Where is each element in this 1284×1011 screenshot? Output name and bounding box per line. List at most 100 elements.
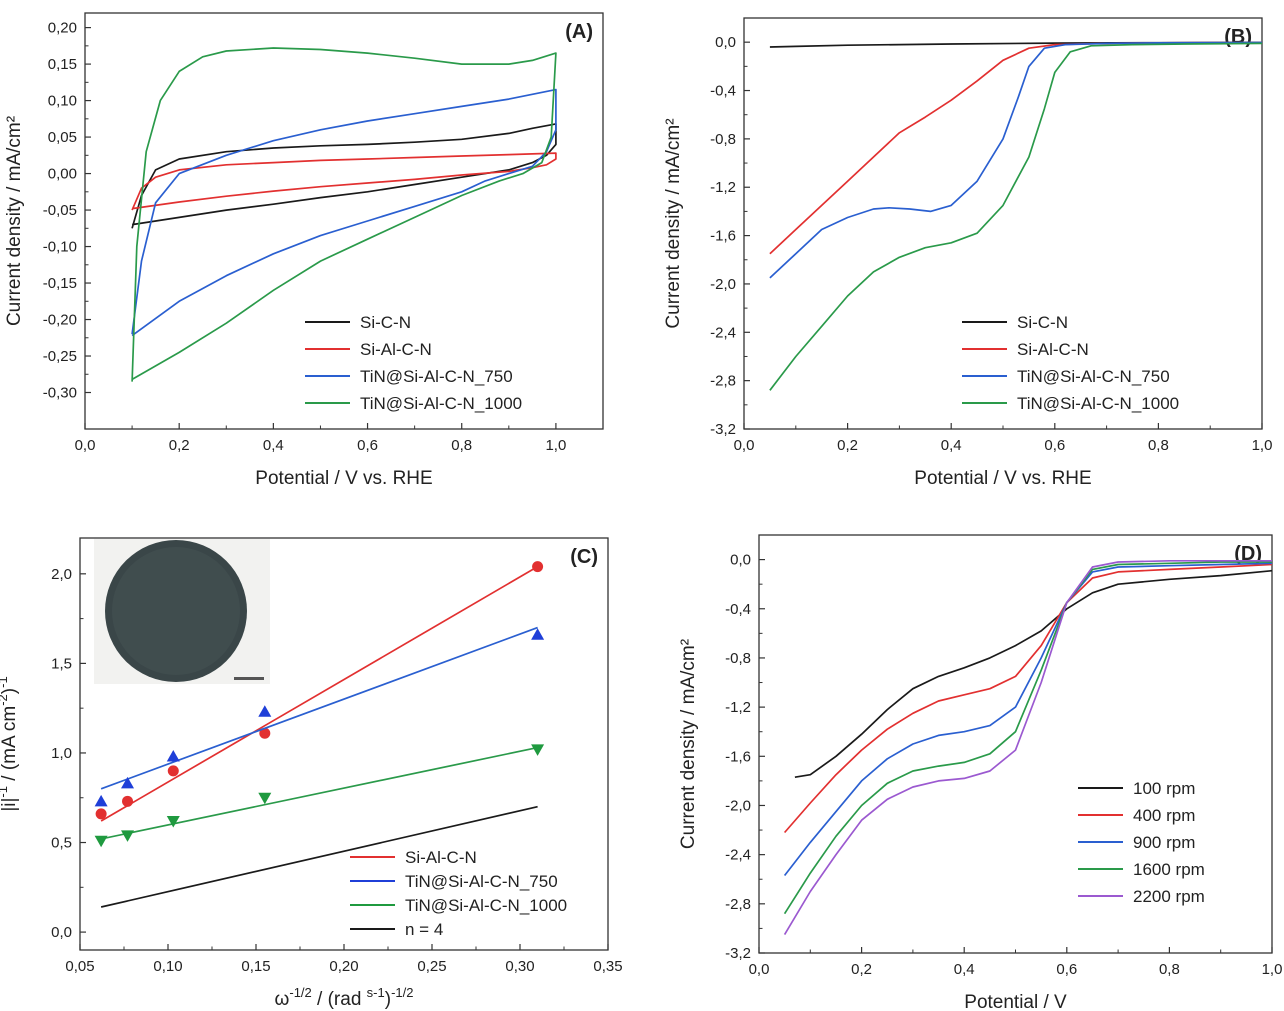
x-tick-label: 0,15	[241, 958, 270, 975]
legend-label: Si-Al-C-N	[1017, 340, 1089, 359]
series-tin-si-al-c-n-750: TiN@Si-Al-C-N_750	[769, 41, 1263, 386]
y-tick-label: 0,00	[48, 166, 77, 183]
y-tick-label: -0,4	[725, 601, 751, 618]
data-point	[531, 744, 545, 756]
x-tick-label: 1,0	[545, 437, 566, 454]
y-tick-label: -3,2	[710, 421, 736, 438]
plot-frame	[743, 17, 1263, 430]
series-line	[131, 123, 557, 229]
data-point	[95, 808, 107, 820]
legend-label: TiN@Si-Al-C-N_750	[405, 872, 558, 891]
y-axis-label: Current density / mA/cm²	[4, 116, 25, 326]
data-point	[532, 561, 544, 573]
inset-sample-disc-texture	[112, 547, 240, 675]
series-1600-rpm: 1600 rpm	[783, 561, 1272, 915]
y-tick-label: -0,05	[43, 202, 77, 219]
panel-label: (A)	[565, 21, 593, 43]
x-tick-label: 0,8	[451, 437, 472, 454]
legend-label: TiN@Si-Al-C-N_1000	[1017, 394, 1179, 413]
x-tick-label: 0,4	[954, 961, 975, 978]
y-tick-label: -2,4	[710, 324, 736, 341]
series-n-4: n = 4	[100, 805, 538, 939]
y-tick-label: -0,10	[43, 239, 77, 256]
y-tick-label: -1,6	[725, 748, 751, 765]
x-tick-label: 0,6	[1044, 437, 1065, 454]
data-point	[121, 776, 135, 789]
legend-label: Si-Al-C-N	[360, 340, 432, 359]
x-tick-label: 0,4	[941, 437, 962, 454]
legend-label: Si-C-N	[360, 313, 411, 332]
inset-scale-bar	[234, 677, 264, 680]
x-tick-label: 0,0	[734, 437, 755, 454]
y-tick-label: -0,15	[43, 275, 77, 292]
x-axis-label-part: / (rad	[312, 989, 367, 1010]
fit-line	[100, 746, 538, 840]
y-tick-label: -2,8	[725, 896, 751, 913]
legend-label: TiN@Si-Al-C-N_750	[360, 367, 513, 386]
series-tin-si-al-c-n-1000: TiN@Si-Al-C-N_1000	[94, 744, 567, 915]
y-tick-label: 1,5	[51, 655, 72, 672]
x-tick-label: 0,8	[1148, 437, 1169, 454]
y-tick-label: -0,4	[710, 83, 736, 100]
fit-line	[100, 805, 538, 908]
x-tick-label: 0,20	[329, 958, 358, 975]
y-axis-label-part: / (mA cm	[0, 706, 20, 786]
panel-c: 0,05 0,10 0,15 0,20 0,25 0,30 0,35 0,0 0,5 1,0 1,5…	[0, 537, 623, 1010]
legend-label: 400 rpm	[1133, 806, 1195, 825]
y-tick-label: 2,0	[51, 566, 72, 583]
series-line	[131, 152, 557, 211]
y-tick-label: -1,2	[725, 699, 751, 716]
y-tick-label: -2,0	[725, 797, 751, 814]
series-900-rpm: 900 rpm	[783, 562, 1273, 877]
y-axis-label: Current density / mA/cm²	[678, 639, 699, 849]
x-tick-label: 0,25	[417, 958, 446, 975]
y-tick-label: -0,8	[710, 131, 736, 148]
y-axis-label-part: )	[0, 688, 20, 694]
x-tick-label: 0,05	[65, 958, 94, 975]
y-tick-label: -0,20	[43, 312, 77, 329]
x-axis-label: Potential / V	[964, 992, 1067, 1011]
y-axis-label: Current density / mA/cm²	[663, 118, 684, 328]
y-tick-label: -0,25	[43, 348, 77, 365]
panel-d: 0,0 0,2 0,4 0,6 0,8 1,0 -3,2 -2,8 -2,4 -2,0 -1,6 -1…	[678, 534, 1283, 1011]
x-axis-label-superscript: s-1	[367, 985, 385, 1000]
data-point	[531, 628, 545, 640]
data-point	[122, 795, 134, 807]
y-axis-label-superscript: -1	[0, 786, 10, 798]
series-si-al-c-n: Si-Al-C-N	[131, 152, 557, 359]
y-tick-label: -2,4	[725, 847, 751, 864]
series-si-c-n: Si-C-N	[769, 41, 1263, 332]
data-point	[258, 705, 272, 717]
y-axis-label-superscript: -1	[0, 676, 10, 688]
x-tick-label: 1,0	[1262, 961, 1283, 978]
y-tick-label: -0,8	[725, 650, 751, 667]
y-axis-label-superscript: -2	[0, 694, 10, 706]
x-tick-label: 0,2	[851, 961, 872, 978]
data-point	[259, 727, 271, 739]
y-tick-label: -0,30	[43, 385, 77, 402]
legend-label: Si-C-N	[1017, 313, 1068, 332]
x-tick-label: 0,0	[75, 437, 96, 454]
data-point	[166, 816, 180, 828]
series-line	[131, 88, 557, 337]
series-tin-si-al-c-n-1000: TiN@Si-Al-C-N_1000	[131, 47, 557, 413]
y-axis-label: |i|-1 / (mA cm-2)-1	[0, 676, 20, 811]
series-line	[769, 41, 1263, 255]
legend-label: TiN@Si-Al-C-N_750	[1017, 367, 1170, 386]
x-axis-label: Potential / V vs. RHE	[914, 468, 1091, 489]
x-axis-label: Potential / V vs. RHE	[255, 468, 432, 489]
panel-a: 0,0 0,2 0,4 0,6 0,8 1,0 -0,30 -0,25 -0,20 -0,15 -0…	[4, 12, 604, 489]
series-line	[783, 559, 1272, 936]
series-tin-si-al-c-n-750: TiN@Si-Al-C-N_750	[131, 88, 557, 386]
x-tick-label: 0,30	[505, 958, 534, 975]
series-100-rpm: 100 rpm	[794, 569, 1273, 798]
legend-label: 100 rpm	[1133, 779, 1195, 798]
legend-label: TiN@Si-Al-C-N_1000	[405, 896, 567, 915]
y-tick-label: -2,0	[710, 276, 736, 293]
x-tick-label: 0,0	[749, 961, 770, 978]
legend-label: TiN@Si-Al-C-N_1000	[360, 394, 522, 413]
plot-frame	[84, 12, 604, 430]
x-tick-label: 0,10	[153, 958, 182, 975]
series-line	[783, 562, 1273, 877]
series-line	[783, 563, 1273, 834]
